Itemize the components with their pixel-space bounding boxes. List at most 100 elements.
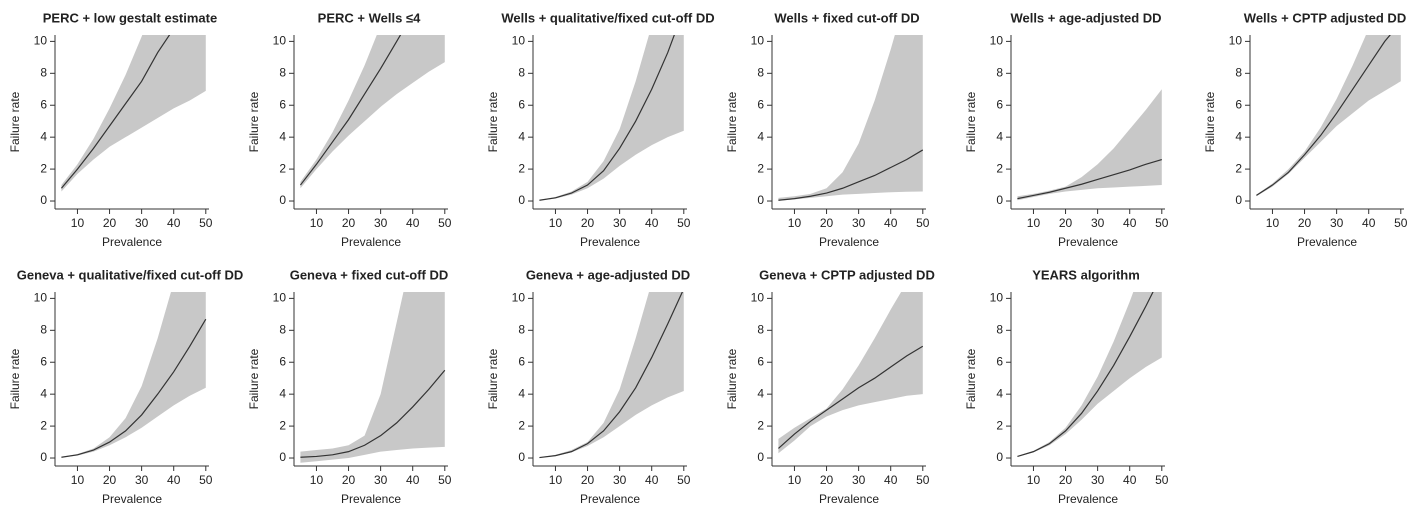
y-tick-label: 8 — [40, 65, 47, 79]
panel-title: Wells + CPTP adjusted DD — [1244, 10, 1406, 25]
y-tick-label: 2 — [40, 418, 47, 432]
x-tick-label: 50 — [199, 216, 213, 230]
y-tick-label: 6 — [279, 354, 286, 368]
x-tick-label: 50 — [916, 216, 930, 230]
x-tick-label: 20 — [103, 473, 117, 487]
confidence-band — [300, 292, 445, 463]
y-tick-label: 2 — [40, 161, 47, 175]
confidence-band — [539, 292, 684, 458]
x-tick-label: 30 — [374, 473, 388, 487]
y-tick-label: 6 — [996, 97, 1003, 111]
x-axis-label: Prevalence — [819, 492, 879, 506]
y-tick-label: 8 — [1235, 65, 1242, 79]
x-axis-label: Prevalence — [1058, 492, 1118, 506]
x-axis-label: Prevalence — [580, 492, 640, 506]
y-tick-label: 2 — [996, 161, 1003, 175]
x-tick-label: 40 — [884, 473, 898, 487]
x-axis-label: Prevalence — [341, 235, 401, 249]
plot-area — [539, 35, 684, 201]
x-axis-label: Prevalence — [819, 235, 879, 249]
x-tick-label: 30 — [1091, 216, 1105, 230]
y-tick-label: 0 — [279, 450, 286, 464]
x-tick-label: 20 — [103, 216, 117, 230]
y-tick-label: 0 — [996, 193, 1003, 207]
x-tick-label: 20 — [1059, 216, 1073, 230]
y-tick-label: 6 — [279, 97, 286, 111]
y-axis-label: Failure rate — [964, 348, 978, 409]
y-tick-label: 0 — [40, 193, 47, 207]
panel-title: PERC + low gestalt estimate — [43, 10, 217, 25]
x-tick-label: 30 — [1091, 473, 1105, 487]
panel-title: Wells + age-adjusted DD — [1010, 10, 1161, 25]
y-tick-label: 10 — [990, 34, 1004, 48]
x-tick-label: 10 — [310, 473, 324, 487]
panel: Wells + age-adjusted DD Prevalence Failure… — [964, 10, 1169, 249]
x-axis-label: Prevalence — [341, 492, 401, 506]
x-tick-label: 40 — [1123, 473, 1137, 487]
y-tick-label: 8 — [757, 65, 764, 79]
y-tick-label: 4 — [757, 386, 764, 400]
x-tick-label: 10 — [788, 473, 802, 487]
panel: Geneva + age-adjusted DD Prevalence Failur… — [486, 267, 691, 506]
y-tick-label: 0 — [40, 450, 47, 464]
confidence-band — [61, 35, 206, 192]
plot-area — [1256, 35, 1401, 197]
y-axis-label: Failure rate — [247, 91, 261, 152]
panel-title: Wells + fixed cut-off DD — [774, 10, 919, 25]
x-tick-label: 10 — [71, 473, 85, 487]
x-tick-label: 30 — [135, 216, 149, 230]
x-tick-label: 10 — [310, 216, 324, 230]
x-tick-label: 40 — [1362, 216, 1376, 230]
panel: Geneva + qualitative/fixed cut-off DD Pre… — [8, 267, 243, 506]
x-tick-label: 40 — [406, 473, 420, 487]
x-tick-label: 50 — [438, 473, 452, 487]
y-tick-label: 4 — [40, 129, 47, 143]
panel-title: Geneva + fixed cut-off DD — [290, 267, 449, 282]
y-tick-label: 2 — [279, 161, 286, 175]
x-axis-label: Prevalence — [102, 235, 162, 249]
y-tick-label: 0 — [279, 193, 286, 207]
x-tick-label: 20 — [820, 473, 834, 487]
plot-area — [539, 292, 684, 459]
x-tick-label: 20 — [342, 216, 356, 230]
y-tick-label: 4 — [757, 129, 764, 143]
x-axis-label: Prevalence — [1297, 235, 1357, 249]
x-tick-label: 50 — [677, 473, 691, 487]
panel-title: Wells + qualitative/fixed cut-off DD — [501, 10, 714, 25]
panel: YEARS algorithm Prevalence Failure rate 0 2 4… — [964, 267, 1169, 506]
y-tick-label: 2 — [518, 161, 525, 175]
y-axis-label: Failure rate — [725, 348, 739, 409]
confidence-band — [1256, 35, 1401, 197]
x-tick-label: 20 — [820, 216, 834, 230]
y-axis-label: Failure rate — [247, 348, 261, 409]
y-tick-label: 10 — [273, 34, 287, 48]
y-tick-label: 10 — [751, 291, 765, 305]
confidence-band — [61, 292, 206, 458]
x-tick-label: 10 — [71, 216, 85, 230]
panel: Geneva + CPTP adjusted DD Prevalence Failu… — [725, 267, 935, 506]
panel-title: PERC + Wells ≤4 — [318, 10, 421, 25]
line — [299, 35, 402, 186]
y-tick-label: 8 — [279, 322, 286, 336]
y-tick-label: 2 — [757, 418, 764, 432]
y-tick-label: 6 — [757, 354, 764, 368]
plot-area — [778, 292, 924, 454]
panel: Geneva + fixed cut-off DD Prevalence Failu… — [247, 267, 452, 506]
x-tick-label: 10 — [788, 216, 802, 230]
x-tick-label: 50 — [438, 216, 452, 230]
plot-area — [778, 35, 924, 201]
x-tick-label: 30 — [374, 216, 388, 230]
x-tick-label: 40 — [167, 216, 181, 230]
y-tick-label: 0 — [757, 193, 764, 207]
line — [778, 345, 924, 449]
panel: Wells + CPTP adjusted DD Prevalence Failur… — [1203, 10, 1408, 249]
x-tick-label: 30 — [613, 473, 627, 487]
confidence-band — [539, 35, 684, 201]
x-tick-label: 10 — [549, 473, 563, 487]
y-tick-label: 6 — [518, 354, 525, 368]
plot-area — [1017, 292, 1162, 457]
y-tick-label: 4 — [996, 129, 1003, 143]
line — [778, 149, 924, 201]
y-tick-label: 6 — [757, 97, 764, 111]
